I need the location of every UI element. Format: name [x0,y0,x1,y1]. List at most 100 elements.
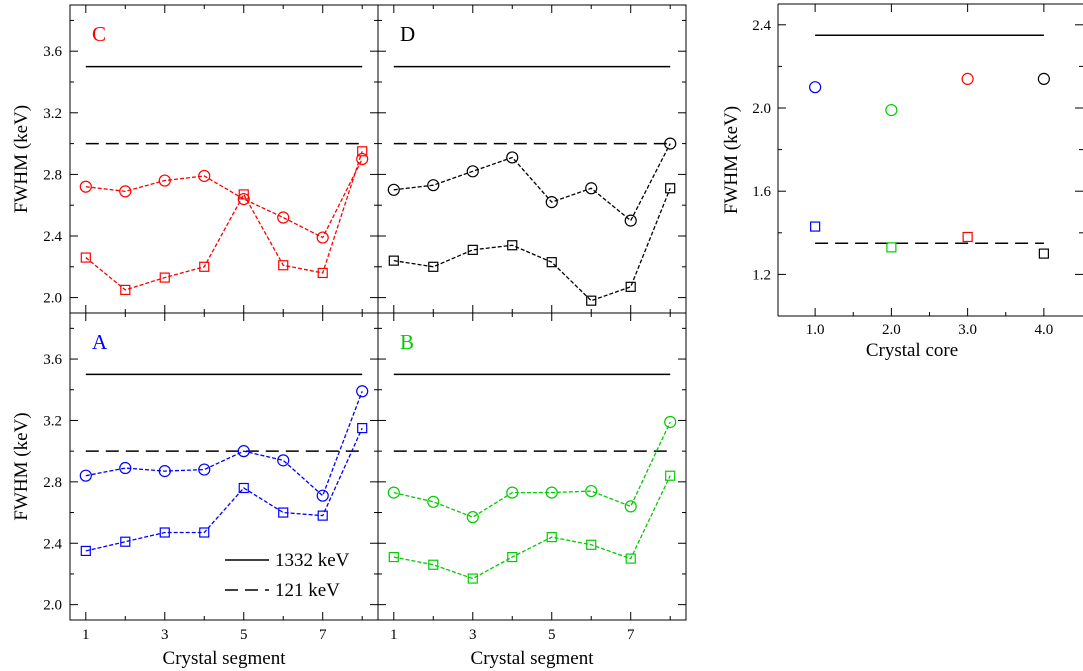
panel-core: 1.2 1.6 2.0 2.4 1.0 2.0 3.0 4.0 FWHM (keV) Crysta… [721,3,1083,361]
x-tick-label: 3.0 [958,322,977,338]
data-point-circle [427,495,440,508]
data-point-square [962,231,973,243]
data-point-square [159,527,170,538]
data-point-square [467,573,478,584]
data-point-square [546,257,557,268]
data-point-circle [624,214,637,227]
x-tick-label: 4.0 [1035,322,1054,338]
y-tick-label: 2.0 [752,101,771,117]
data-point-square [317,510,328,521]
data-point-square [507,240,518,251]
data-point-square [80,545,91,557]
data-point-circle [198,169,211,183]
x-tick-label: 7 [319,627,327,643]
data-point-circle [237,445,250,458]
data-point-circle [387,486,400,499]
x-tick-label: 5 [548,627,556,643]
data-point-circle [79,469,92,482]
data-point-circle [316,489,329,502]
data-point-square [886,242,897,253]
data-point-square [665,183,676,194]
data-point-circle [664,415,677,429]
data-point-circle [545,196,558,209]
series-line-circle [85,158,363,239]
data-point-square [357,423,368,434]
data-point-circle [1037,72,1050,85]
data-point-circle [885,103,898,117]
x-axis-label: Crystal segment [163,648,287,669]
y-tick-label: 2.0 [43,291,62,307]
y-axis-label: FWHM (keV) [11,412,32,520]
data-point-square [120,284,131,295]
data-point-square [278,507,289,518]
series-line-circle [85,391,363,497]
data-point-circle [277,454,290,467]
x-tick-label: 1 [390,627,398,643]
panel-label: C [92,22,106,46]
data-point-square [357,146,368,157]
data-point-square [507,551,518,563]
data-point-circle [585,484,598,498]
y-tick-label: 2.4 [43,229,62,245]
x-tick-label: 5 [240,627,248,643]
data-point-circle [506,151,519,164]
data-point-square [199,527,210,538]
legend-label: 121 keV [275,580,340,601]
x-axis-label: Crystal core [866,340,958,361]
data-point-circle [624,500,637,513]
series-line-square [85,151,363,291]
series-line-square [393,188,671,302]
data-point-circle [198,463,211,476]
x-axis-label: Crystal segment [471,648,595,669]
data-point-circle [119,185,132,198]
data-point-circle [316,231,329,244]
y-tick-label: 3.2 [43,413,62,429]
panel-label: D [400,22,415,46]
y-axis-label: FWHM (keV) [11,105,32,213]
data-point-square [199,261,210,272]
data-point-square [665,470,676,481]
y-tick-label: 3.2 [43,106,62,122]
panel-a: 2.0 2.4 2.8 3.2 3.6 1 3 5 7 FWHM (keV) Crystal seg… [11,312,379,669]
y-tick-label: 2.8 [43,167,62,183]
data-point-circle [158,174,171,187]
data-point-square [278,260,289,271]
panel-d: D [377,4,687,314]
y-tick-label: 1.2 [752,267,771,283]
y-tick-label: 3.6 [43,352,62,368]
data-point-square [467,244,478,255]
x-tick-label: 2.0 [882,322,901,338]
data-point-circle [664,137,677,150]
data-point-square [586,295,597,306]
data-point-square [238,482,249,494]
data-point-square [625,553,636,564]
data-point-circle [277,211,290,224]
x-tick-label: 1.0 [806,322,825,338]
data-point-circle [545,486,558,499]
series-line-square [85,427,363,552]
y-tick-label: 3.6 [43,44,62,60]
x-tick-label: 3 [161,627,169,643]
data-point-circle [158,465,171,478]
data-point-square [80,252,91,263]
data-point-square [586,539,597,550]
panel-label: A [92,330,108,354]
y-axis-label: FWHM (keV) [721,106,742,214]
panel-frame [377,312,687,621]
panel-b: 1 3 5 7 Crystal segment B [377,312,687,669]
data-point-square [388,255,399,266]
x-tick-label: 7 [627,627,635,643]
data-point-circle [356,385,369,398]
data-point-circle [427,179,440,192]
panel-label: B [400,330,414,354]
data-point-square [625,281,636,292]
data-point-square [317,267,328,279]
data-point-square [238,189,249,200]
data-point-square [810,221,821,232]
data-point-circle [79,180,92,193]
data-point-square [388,551,399,563]
data-point-square [428,559,439,570]
panel-frame [377,4,687,314]
data-point-circle [585,182,598,195]
